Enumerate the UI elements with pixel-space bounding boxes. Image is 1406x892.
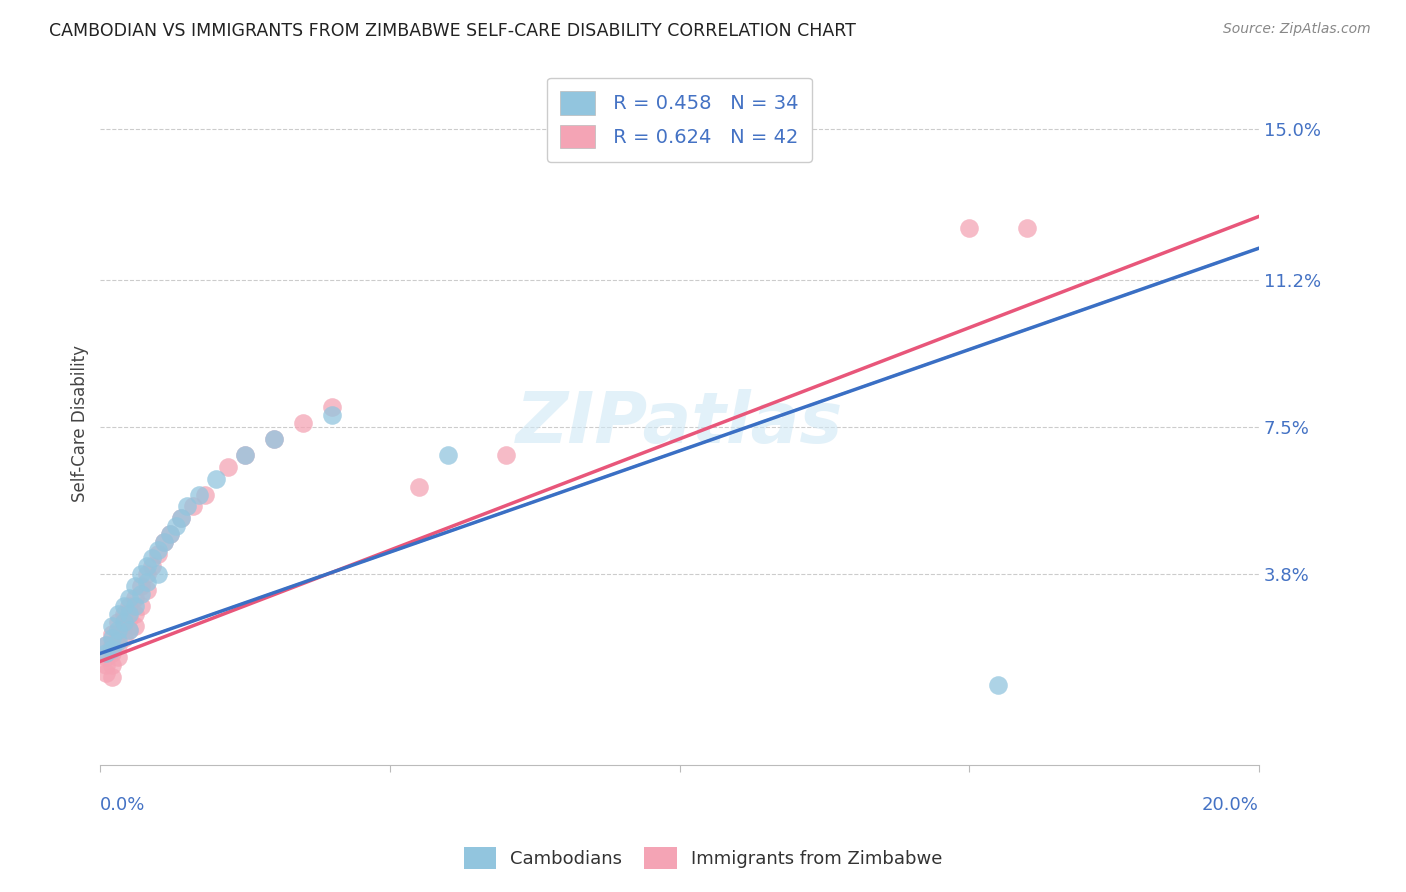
- Point: [107, 639, 129, 653]
- Point: [987, 678, 1010, 692]
- Point: [101, 618, 124, 632]
- Point: [101, 647, 124, 661]
- Point: [112, 615, 135, 629]
- Point: [187, 487, 209, 501]
- Point: [135, 566, 157, 581]
- Point: [194, 487, 217, 501]
- Point: [170, 511, 193, 525]
- Point: [101, 642, 124, 657]
- Point: [321, 400, 343, 414]
- Point: [437, 448, 460, 462]
- Point: [233, 448, 256, 462]
- Point: [124, 607, 146, 621]
- Point: [292, 416, 315, 430]
- Point: [124, 599, 146, 613]
- Point: [118, 607, 141, 621]
- Point: [118, 591, 141, 605]
- Point: [1015, 221, 1038, 235]
- Point: [124, 591, 146, 605]
- Point: [107, 623, 129, 637]
- Point: [124, 579, 146, 593]
- Point: [135, 559, 157, 574]
- Point: [233, 448, 256, 462]
- Point: [94, 650, 117, 665]
- Point: [159, 527, 181, 541]
- Point: [408, 479, 430, 493]
- Point: [159, 527, 181, 541]
- Point: [112, 599, 135, 613]
- Point: [135, 574, 157, 589]
- Point: [263, 432, 285, 446]
- Text: 0.0%: 0.0%: [100, 797, 146, 814]
- Point: [153, 535, 176, 549]
- Point: [957, 221, 980, 235]
- Point: [141, 559, 163, 574]
- Text: Source: ZipAtlas.com: Source: ZipAtlas.com: [1223, 22, 1371, 37]
- Point: [107, 650, 129, 665]
- Point: [107, 634, 129, 648]
- Point: [112, 618, 135, 632]
- Point: [101, 631, 124, 645]
- Point: [94, 647, 117, 661]
- Point: [107, 626, 129, 640]
- Point: [118, 610, 141, 624]
- Point: [129, 579, 152, 593]
- Point: [148, 543, 170, 558]
- Point: [495, 448, 517, 462]
- Point: [112, 631, 135, 645]
- Legend:  R = 0.458   N = 34,  R = 0.624   N = 42: R = 0.458 N = 34, R = 0.624 N = 42: [547, 78, 813, 162]
- Point: [94, 639, 117, 653]
- Point: [101, 670, 124, 684]
- Point: [205, 472, 228, 486]
- Point: [124, 618, 146, 632]
- Legend: Cambodians, Immigrants from Zimbabwe: Cambodians, Immigrants from Zimbabwe: [454, 838, 952, 879]
- Point: [118, 599, 141, 613]
- Point: [101, 639, 124, 653]
- Point: [94, 658, 117, 673]
- Point: [135, 582, 157, 597]
- Point: [107, 615, 129, 629]
- Point: [165, 519, 187, 533]
- Text: 20.0%: 20.0%: [1202, 797, 1258, 814]
- Point: [94, 666, 117, 681]
- Point: [263, 432, 285, 446]
- Point: [129, 587, 152, 601]
- Point: [112, 607, 135, 621]
- Text: ZIPatlas: ZIPatlas: [516, 389, 844, 458]
- Point: [181, 500, 204, 514]
- Point: [118, 623, 141, 637]
- Point: [153, 535, 176, 549]
- Point: [129, 566, 152, 581]
- Point: [101, 658, 124, 673]
- Point: [321, 408, 343, 422]
- Point: [107, 607, 129, 621]
- Point: [141, 551, 163, 566]
- Point: [148, 566, 170, 581]
- Point: [118, 623, 141, 637]
- Y-axis label: Self-Care Disability: Self-Care Disability: [72, 344, 89, 501]
- Text: CAMBODIAN VS IMMIGRANTS FROM ZIMBABWE SELF-CARE DISABILITY CORRELATION CHART: CAMBODIAN VS IMMIGRANTS FROM ZIMBABWE SE…: [49, 22, 856, 40]
- Point: [101, 626, 124, 640]
- Point: [129, 599, 152, 613]
- Point: [94, 639, 117, 653]
- Point: [217, 459, 239, 474]
- Point: [148, 547, 170, 561]
- Point: [176, 500, 198, 514]
- Point: [170, 511, 193, 525]
